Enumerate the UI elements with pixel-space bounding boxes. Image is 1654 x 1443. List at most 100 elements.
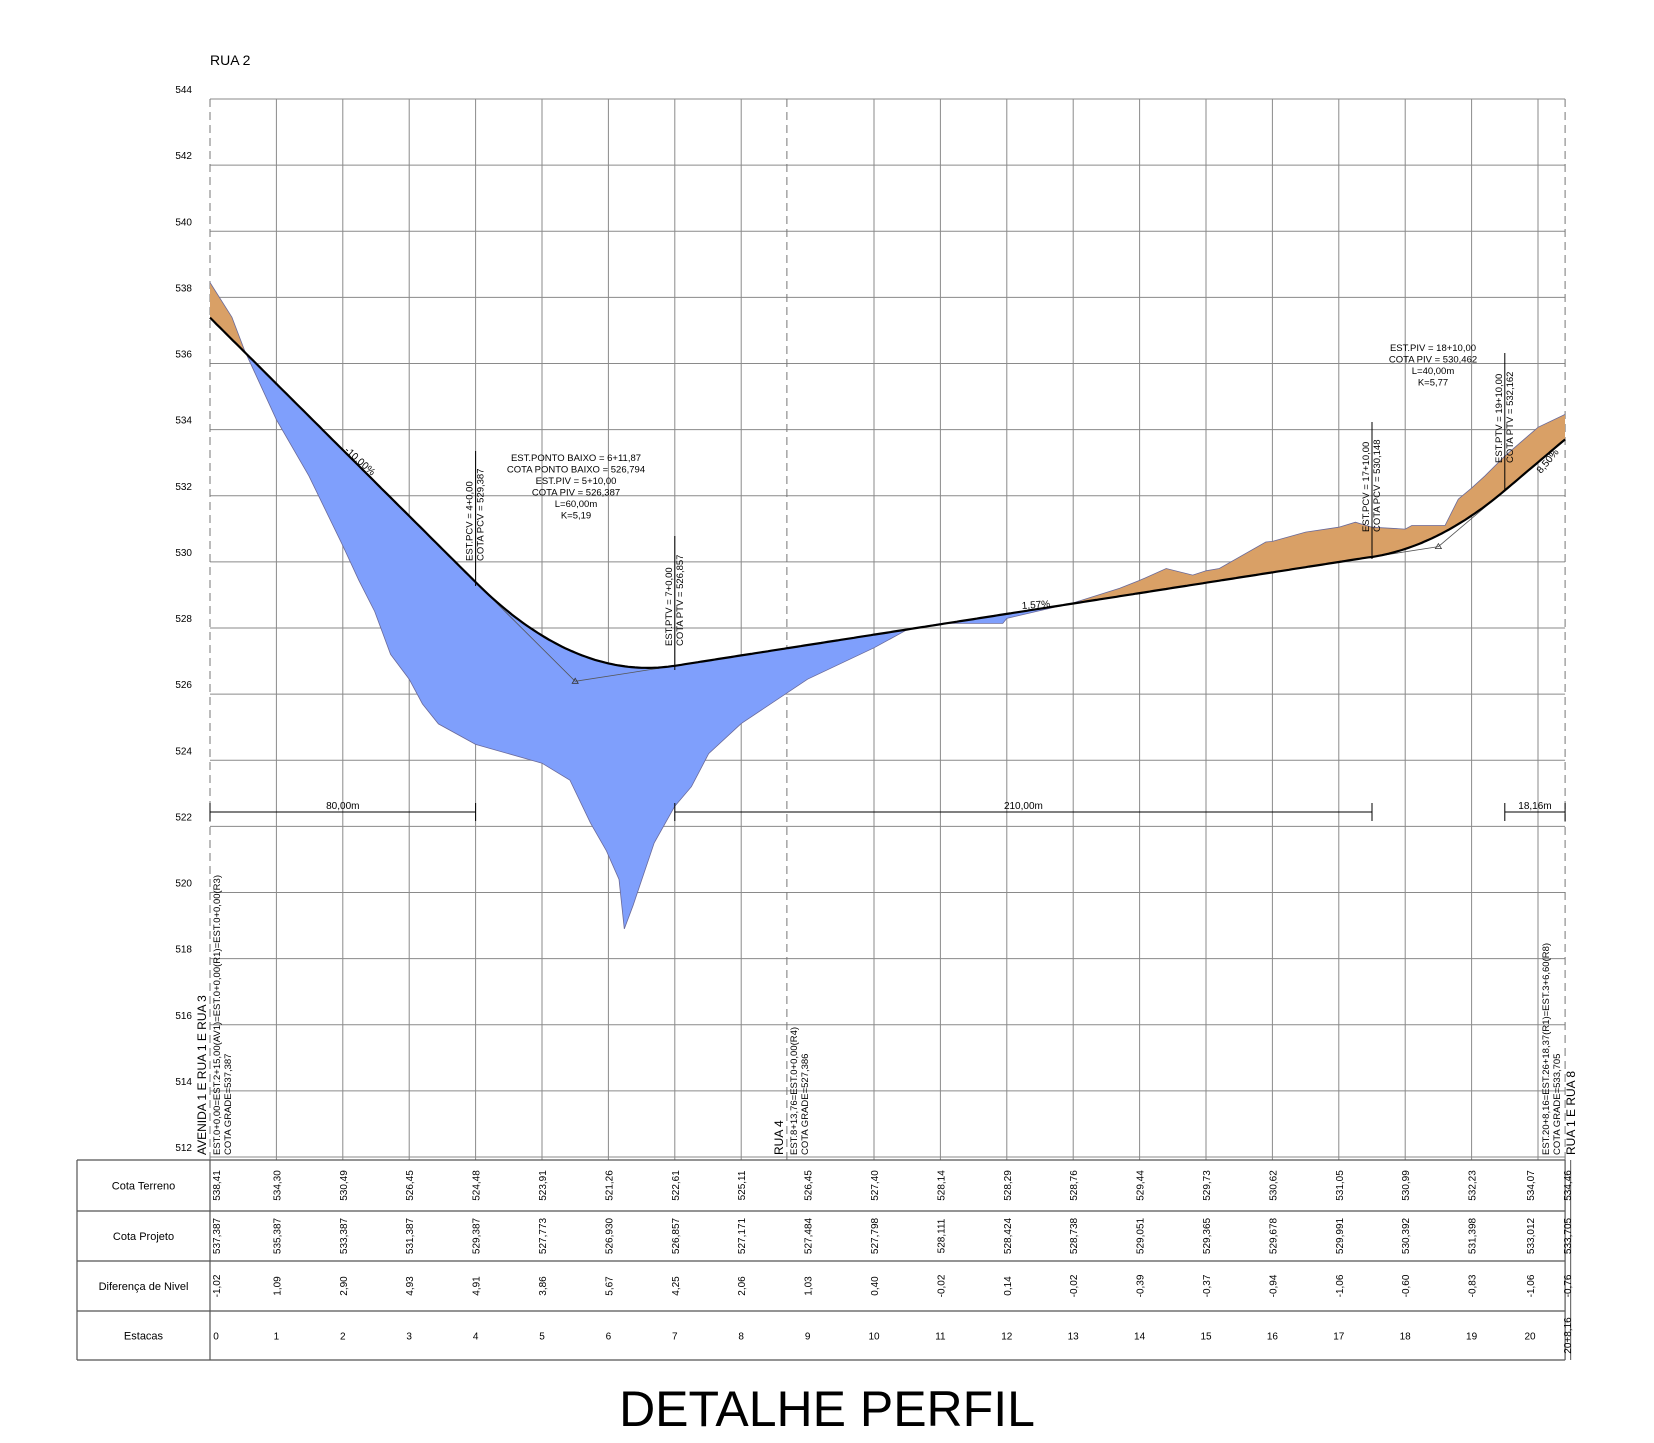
table-row-label: Cota Projeto [113,1231,174,1243]
y-tick-label: 536 [175,350,192,361]
table-cell: 527,798 [870,1217,881,1254]
table-cell: 534,07 [1526,1170,1537,1201]
vertical-curve-label: COTA PONTO BAIXO = 526,794 [507,465,645,476]
table-cell: -0,02 [1069,1274,1080,1297]
table-cell: 534,46 [1563,1170,1574,1201]
table-cell: 529,387 [472,1217,483,1254]
terrain-line [209,282,1566,930]
table-cell: 530,62 [1268,1170,1279,1201]
table-cell: 4,25 [671,1276,682,1296]
table-cell: 6 [606,1332,612,1343]
table-cell: 530,99 [1401,1170,1412,1201]
table-cell: 19 [1466,1332,1478,1343]
y-tick-label: 518 [175,945,192,956]
table-cell: 535,387 [272,1217,283,1254]
dimension-label: 210,00m [1004,801,1043,812]
intersection-label: COTA GRADE=527,386 [800,1054,811,1155]
table-cell: 532,23 [1468,1170,1479,1201]
table-cell: 14 [1134,1332,1146,1343]
station-marker-label: COTA PCV = 529,387 [476,469,487,562]
table-cell: 528,29 [1003,1170,1014,1201]
vertical-curve-tangents [475,581,675,682]
vertical-curve-label: EST.PIV = 18+10,00 [1390,343,1476,354]
table-cell: -0,39 [1136,1274,1147,1297]
y-tick-label: 540 [175,217,192,228]
table-cell: 527,773 [538,1217,549,1254]
station-marker-label: COTA PTV = 532,162 [1505,372,1516,463]
table-cell: 531,398 [1468,1217,1479,1254]
table-cell: 11 [935,1332,946,1343]
intersection-name: AVENIDA 1 E RUA 1 E RUA 3 [195,995,209,1155]
table-cell: 20+8,16 [1563,1317,1574,1354]
table-cell: 2 [340,1332,346,1343]
table-cell: 528,424 [1003,1217,1014,1254]
table-cell: 3,86 [538,1276,549,1296]
intersection-label: COTA GRADE=537,387 [223,1054,234,1155]
cut-fill-areas [210,282,1566,929]
table-cell: 10 [868,1332,880,1343]
table-cell: 1,03 [804,1276,815,1296]
table-cell: 528,76 [1069,1170,1080,1201]
table-cell: 526,45 [405,1170,416,1201]
table-cell: -0,02 [936,1274,947,1297]
table-cell: 3 [406,1332,412,1343]
table-cell: 16 [1267,1332,1279,1343]
y-tick-label: 538 [175,283,192,294]
table-cell: -1,06 [1526,1274,1537,1297]
vertical-curve-label: K=5,19 [561,511,591,522]
table-cell: 537,387 [212,1217,223,1254]
table-cell: 4,93 [405,1276,416,1296]
table-cell: 538,41 [212,1170,223,1201]
piv-marker-icon [571,677,579,684]
table-cell: 2,06 [737,1276,748,1296]
table-cell: 4,91 [472,1276,483,1296]
design-grade-line [209,316,1566,670]
table-row-label: Estacas [124,1331,164,1343]
table-cell: 525,11 [737,1170,748,1200]
street-title: RUA 2 [210,52,251,68]
table-cell: -1,02 [212,1274,223,1297]
table-row-label: Diferença de Nivel [99,1281,189,1293]
y-tick-label: 542 [175,151,192,162]
vertical-curve-label: COTA PIV = 530,462 [1389,355,1477,366]
grid: 544 542 540 538 536 534 532 530 528 526 524 522 520 5… [175,85,1566,1160]
table-cell: 9 [805,1332,811,1343]
table-cell: -0,60 [1401,1274,1412,1297]
vertical-curve-label: COTA PIV = 526,387 [532,488,620,499]
intersection-label: EST.0+0,00=EST.2+15,00(AV1)=EST.0+0,00(R… [212,875,223,1155]
table-cell: 527,40 [870,1170,881,1201]
table-cell: 528,14 [936,1170,947,1201]
intersection-label: EST.8+13,76=EST.0+0,00(R4) [789,1027,800,1155]
y-tick-label: 516 [175,1011,192,1022]
table-cell: 522,61 [671,1170,682,1201]
table-cell: 5,67 [604,1276,615,1296]
y-tick-label: 532 [175,482,192,493]
table-cell: 15 [1200,1332,1212,1343]
table-cell: 1,09 [272,1276,283,1296]
table-cell: 524,48 [472,1170,483,1201]
table-cell: 526,45 [804,1170,815,1201]
table-cell: 526,930 [604,1217,615,1254]
intersection-label: EST.20+8,16=EST.26+18,37(R1)=EST.3+6,60(… [1541,943,1552,1155]
table-cell: 533,705 [1563,1217,1574,1254]
table-cell: 534,30 [272,1170,283,1201]
y-tick-label: 522 [175,812,192,823]
table-cell: 530,49 [339,1170,350,1201]
station-marker-label: COTA PTV = 526,857 [675,555,686,646]
dimension-label: 18,16m [1518,801,1551,812]
cut-area [210,317,1566,929]
table-cell: 526,857 [671,1217,682,1254]
table-cell: 0,40 [870,1276,881,1296]
table-cell: 4 [473,1332,479,1343]
table-cell: 533,387 [339,1217,350,1254]
y-tick-label: 528 [175,614,192,625]
table-cell: -0,94 [1268,1274,1279,1297]
table-cell: 529,991 [1335,1217,1346,1254]
y-tick-label: 544 [175,85,192,96]
table-cell: 18 [1400,1332,1412,1343]
y-tick-label: 534 [175,416,192,427]
table-cell: 13 [1068,1332,1080,1343]
station-marker-label: EST.PCV = 4+0,00 [465,481,476,561]
table-cell: 528,111 [936,1218,947,1253]
station-marker-label: COTA PCV = 530,148 [1372,440,1383,533]
